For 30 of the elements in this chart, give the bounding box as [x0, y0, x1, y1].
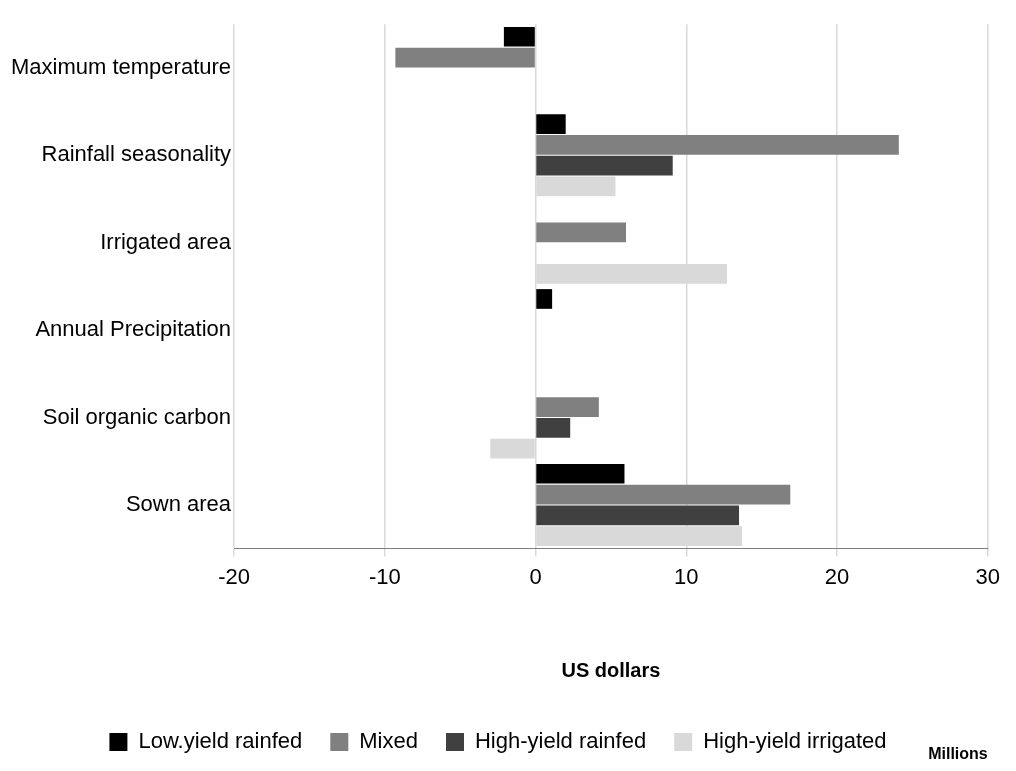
bar — [536, 222, 626, 243]
x-tick-label: 0 — [529, 563, 542, 589]
y-tick-label: Irrigated area — [100, 228, 232, 254]
bar — [536, 135, 899, 155]
bar — [536, 418, 571, 438]
bar — [536, 289, 553, 309]
y-tick-label: Rainfall seasonality — [41, 141, 232, 167]
bar — [536, 484, 791, 505]
bar — [536, 114, 566, 135]
bar — [503, 26, 535, 47]
text: Millions — [928, 745, 988, 763]
bar — [536, 397, 599, 417]
legend-label: Low.yield rainfed — [138, 728, 303, 754]
y-tick-label: Sown area — [125, 490, 232, 516]
x-tick-label: -10 — [368, 563, 401, 589]
legend-label: High-yield irrigated — [703, 728, 887, 754]
x-tick-label: 10 — [674, 563, 699, 589]
x-tick-label: 20 — [824, 563, 850, 589]
bar — [395, 47, 535, 68]
legend-label: High-yield rainfed — [474, 728, 647, 754]
bar — [536, 463, 625, 484]
x-axis-title: US dollars — [561, 658, 661, 681]
x-tick-label: 30 — [975, 563, 1001, 589]
x-tick-label: -20 — [218, 563, 250, 589]
bar — [536, 155, 673, 176]
y-tick-label: Soil organic carbon — [42, 403, 232, 429]
y-tick-label: Maximum temperature — [10, 53, 232, 79]
y-tick-label: Annual Precipitation — [35, 316, 232, 342]
bar — [536, 505, 740, 526]
legend-label: Mixed — [359, 728, 418, 754]
